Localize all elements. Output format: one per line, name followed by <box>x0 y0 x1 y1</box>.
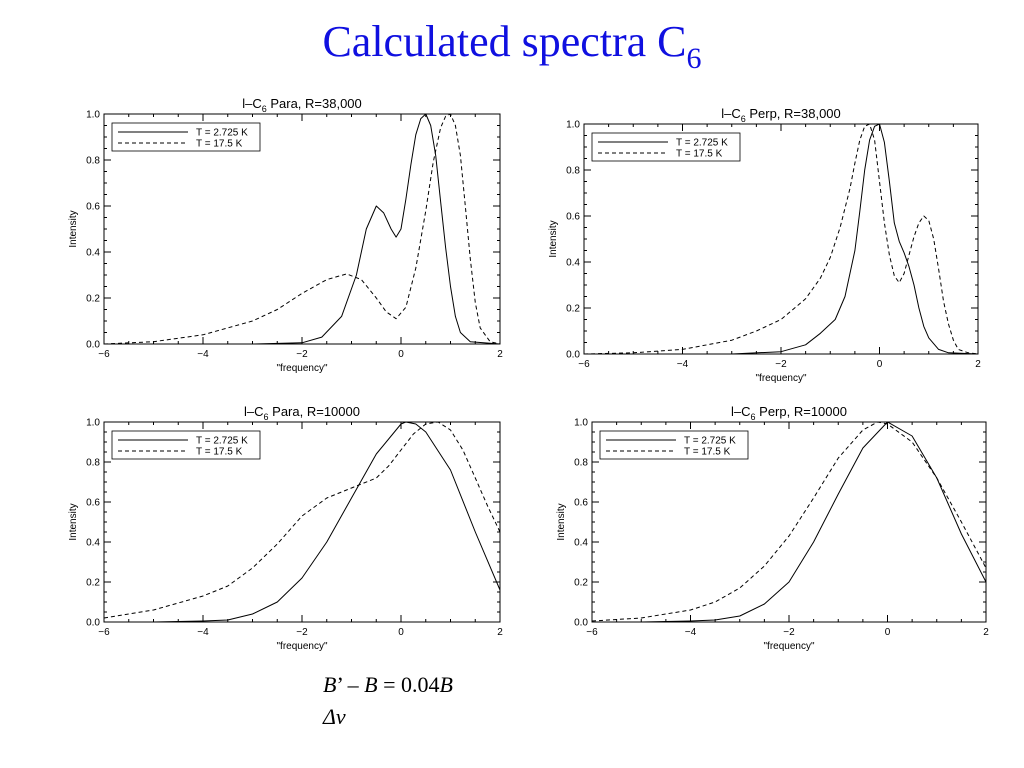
x-axis-label: "frequency" <box>763 641 814 652</box>
x-tick-label: 2 <box>975 359 981 370</box>
formula-b3: B <box>439 672 453 697</box>
x-tick-label: 2 <box>497 349 503 360</box>
formula-line: B’ – B = 0.04B <box>323 672 453 698</box>
series-line-solid <box>592 421 987 623</box>
chart-para-r38000: l–C6 Para, R=38,000 −6 −4 −2 0 2 0.0 0.2 0.4 0.6 0… <box>68 96 503 374</box>
y-axis-label: Intensity <box>556 503 567 540</box>
y-tick-label: 0.8 <box>566 166 580 177</box>
y-tick-label: 0.4 <box>574 538 588 549</box>
legend: T = 2.725 KT = 17.5 K <box>599 430 749 460</box>
chart-perp-r38000: l–C6 Perp, R=38,000 −6 −4 −2 0 2 0.0 0.2 0.4 0.6 0… <box>548 106 981 384</box>
y-tick-label: 0.2 <box>86 294 100 305</box>
legend-label: T = 17.5 K <box>684 447 731 458</box>
x-tick-label: 0 <box>877 359 883 370</box>
y-tick-label: 0.8 <box>86 458 100 469</box>
chart-title: l–C6 Perp, R=38,000 <box>721 106 841 124</box>
x-tick-label: 0 <box>398 349 404 360</box>
y-tick-label: 0.6 <box>574 498 588 509</box>
x-tick-label: −6 <box>578 359 590 370</box>
y-axis-label: Intensity <box>68 503 79 540</box>
y-tick-label: 0.4 <box>566 258 580 269</box>
legend-box <box>591 132 741 162</box>
series-line-solid <box>104 421 501 623</box>
x-axis-label: "frequency" <box>276 363 327 374</box>
formula-b1: B <box>323 672 337 697</box>
y-tick-label: 0.2 <box>86 578 100 589</box>
formula-eq: = 0.04 <box>377 672 440 697</box>
y-tick-label: 1.0 <box>574 418 588 429</box>
x-axis-label: "frequency" <box>755 373 806 384</box>
legend: T = 2.725 KT = 17.5 K <box>111 122 261 152</box>
legend: T = 2.725 KT = 17.5 K <box>591 132 741 162</box>
page-title-main: Calculated spectra C <box>322 17 687 66</box>
legend-label: T = 2.725 K <box>196 436 248 447</box>
page-title: Calculated spectra C6 <box>0 16 1024 76</box>
y-axis-label: Intensity <box>548 220 559 257</box>
y-tick-label: 0.6 <box>86 498 100 509</box>
y-tick-label: 1.0 <box>86 418 100 429</box>
chart-title: l–C6 Perp, R=10000 <box>731 404 847 422</box>
x-tick-label: 2 <box>983 627 989 638</box>
x-tick-label: −4 <box>197 349 209 360</box>
chart-perp-r10000: l–C6 Perp, R=10000 −6 −4 −2 0 2 0.0 0.2 0.4 0.6 0.… <box>556 404 989 652</box>
legend-box <box>111 430 261 460</box>
y-tick-label: 0.4 <box>86 538 100 549</box>
series-line-dashed <box>103 421 501 619</box>
page-title-subscript: 6 <box>686 42 702 75</box>
legend-box <box>111 122 261 152</box>
y-tick-label: 0.6 <box>566 212 580 223</box>
legend-box <box>599 430 749 460</box>
y-axis-label: Intensity <box>68 210 79 247</box>
legend: T = 2.725 KT = 17.5 K <box>111 430 261 460</box>
delta-nu-label: Δν <box>323 704 346 729</box>
x-tick-label: −4 <box>197 627 209 638</box>
series-line-dashed <box>103 113 501 345</box>
y-tick-label: 0.0 <box>86 618 100 629</box>
y-tick-label: 0.0 <box>86 340 100 351</box>
x-axis-label: "frequency" <box>276 641 327 652</box>
series-line-dashed <box>591 421 987 622</box>
y-tick-label: 0.6 <box>86 202 100 213</box>
chart-title: l–C6 Para, R=38,000 <box>242 96 362 114</box>
x-tick-label: −6 <box>98 627 110 638</box>
legend-label: T = 2.725 K <box>676 138 728 149</box>
x-tick-label: 2 <box>497 627 503 638</box>
chart-title: l–C6 Para, R=10000 <box>244 404 360 422</box>
y-tick-label: 1.0 <box>86 110 100 121</box>
x-tick-label: −6 <box>586 627 598 638</box>
x-tick-label: −4 <box>677 359 689 370</box>
y-tick-label: 0.0 <box>574 618 588 629</box>
legend-label: T = 17.5 K <box>676 149 723 160</box>
y-tick-label: 0.2 <box>574 578 588 589</box>
x-tick-label: 0 <box>398 627 404 638</box>
formula-b2: B <box>364 672 378 697</box>
legend-label: T = 2.725 K <box>196 128 248 139</box>
x-tick-label: −6 <box>98 349 110 360</box>
legend-label: T = 2.725 K <box>684 436 736 447</box>
x-tick-label: −4 <box>685 627 697 638</box>
x-tick-label: −2 <box>783 627 795 638</box>
x-tick-label: −2 <box>775 359 787 370</box>
x-tick-label: −2 <box>296 349 308 360</box>
chart-para-r10000: l–C6 Para, R=10000 −6 −4 −2 0 2 0.0 0.2 0.4 0.6 0.… <box>68 404 503 652</box>
x-tick-label: 0 <box>885 627 891 638</box>
legend-label: T = 17.5 K <box>196 139 243 150</box>
x-tick-label: −2 <box>296 627 308 638</box>
series-line-solid <box>104 113 501 345</box>
formula-mid: ’ – <box>336 672 365 697</box>
legend-label: T = 17.5 K <box>196 447 243 458</box>
series-line-solid <box>584 123 979 355</box>
y-tick-label: 0.4 <box>86 248 100 259</box>
y-tick-label: 1.0 <box>566 120 580 131</box>
y-tick-label: 0.0 <box>566 350 580 361</box>
y-tick-label: 0.8 <box>574 458 588 469</box>
y-tick-label: 0.2 <box>566 304 580 315</box>
y-tick-label: 0.8 <box>86 156 100 167</box>
